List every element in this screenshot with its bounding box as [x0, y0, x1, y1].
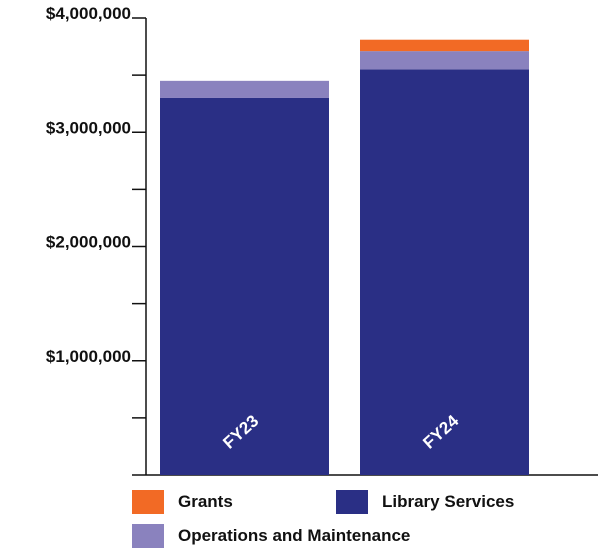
- y-tick-label: $2,000,000: [46, 233, 131, 252]
- bar-fy24-library-services: [360, 69, 529, 475]
- bar-layer: [160, 39, 529, 475]
- y-tick-label: $1,000,000: [46, 347, 131, 366]
- bar-fy23-operations-and-maintenance: [160, 80, 329, 98]
- bar-fy24-grants: [360, 39, 529, 52]
- bar-fy23-library-services: [160, 97, 329, 475]
- bar-fy24-operations-and-maintenance: [360, 51, 529, 70]
- y-tick-label: $3,000,000: [46, 118, 131, 137]
- y-tick-label: $4,000,000: [46, 4, 131, 23]
